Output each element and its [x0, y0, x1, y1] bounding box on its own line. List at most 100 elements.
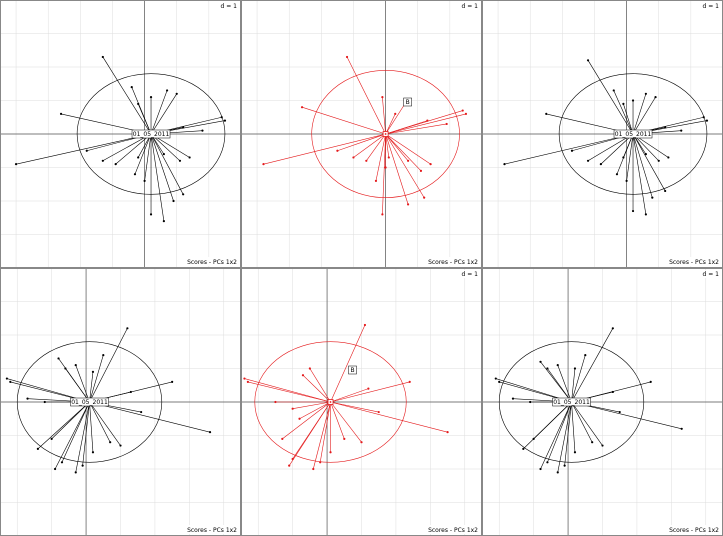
score-ray — [16, 133, 152, 165]
score-point — [312, 467, 315, 471]
score-point — [172, 199, 175, 203]
score-ray — [571, 401, 603, 446]
panel-top-left: 01_05_2011 d = 1 Scores - PCs 1x2 — [0, 0, 241, 268]
score-ray — [540, 401, 572, 470]
score-ray — [309, 368, 331, 403]
score-point — [188, 156, 191, 159]
score-point — [81, 464, 84, 467]
score-point — [201, 129, 204, 132]
score-point — [130, 86, 133, 89]
score-ray — [102, 56, 152, 135]
score-point — [162, 220, 165, 223]
score-ray — [385, 133, 425, 198]
center-dot — [384, 133, 387, 135]
score-ray — [616, 133, 634, 175]
score-point — [654, 96, 657, 99]
d-label: d = 1 — [462, 3, 479, 10]
score-point — [365, 159, 368, 162]
score-point — [53, 467, 57, 471]
score-point — [651, 196, 654, 199]
score-point — [319, 461, 322, 464]
score-ray — [385, 120, 428, 135]
score-ray — [54, 401, 90, 470]
score-point — [408, 380, 411, 383]
score-point — [586, 59, 590, 62]
score-point — [336, 149, 339, 152]
score-ray — [613, 90, 634, 135]
score-ray — [632, 96, 656, 135]
caption-bg — [667, 257, 721, 266]
score-point — [664, 126, 667, 129]
score-point — [503, 163, 506, 166]
score-point — [461, 109, 464, 112]
score-ray — [623, 103, 634, 135]
score-point — [446, 431, 449, 434]
center-dot — [329, 401, 332, 403]
score-point — [308, 367, 311, 370]
score-point — [329, 451, 332, 454]
score-ray — [632, 133, 647, 215]
score-point — [223, 119, 227, 122]
score-ray — [346, 56, 386, 135]
score-point — [445, 122, 448, 126]
score-ray — [540, 361, 572, 403]
panel-caption: Scores - PCs 1x2 — [428, 259, 478, 266]
score-ray — [301, 106, 386, 135]
score-ray — [385, 113, 467, 135]
score-ray — [353, 133, 386, 158]
score-ray — [89, 401, 121, 446]
score-ray — [75, 401, 90, 473]
score-point — [539, 360, 542, 363]
score-point — [680, 427, 683, 430]
score-point — [5, 377, 8, 380]
score-point — [464, 112, 468, 115]
score-point — [74, 471, 77, 474]
score-point — [545, 112, 548, 115]
score-point — [511, 397, 515, 400]
score-ray — [263, 133, 386, 165]
score-ray — [571, 328, 614, 403]
scores-plot-svg: 01_05_2011 d = 1 Scores - PCs 1x2 — [482, 0, 723, 268]
score-ray — [337, 133, 386, 152]
score-point — [556, 364, 559, 367]
score-ray — [385, 133, 431, 165]
score-point — [91, 370, 95, 373]
score-point — [426, 119, 429, 122]
caption-bg — [185, 525, 239, 534]
d-label: d = 1 — [462, 271, 479, 278]
score-point — [631, 209, 635, 213]
score-point — [573, 451, 577, 454]
score-point — [165, 89, 169, 92]
score-point — [182, 193, 185, 196]
score-point — [288, 464, 291, 467]
score-point — [50, 437, 53, 440]
score-ray — [51, 401, 90, 440]
score-point — [584, 354, 587, 357]
score-point — [119, 444, 122, 447]
score-point — [220, 116, 223, 119]
score-ray — [632, 133, 666, 192]
score-ray — [150, 133, 184, 195]
score-point — [59, 112, 63, 115]
score-point — [36, 447, 39, 450]
score-point — [262, 163, 265, 166]
point-label: B — [351, 367, 355, 374]
score-point — [631, 99, 635, 102]
score-point — [298, 417, 301, 420]
caption-bg — [426, 525, 480, 534]
score-ray — [382, 97, 386, 135]
score-ray — [150, 133, 174, 202]
score-point — [137, 102, 140, 105]
score-ray — [89, 355, 104, 403]
score-ray — [375, 133, 386, 181]
score-point — [101, 55, 104, 59]
score-point — [387, 156, 390, 159]
score-point — [246, 380, 249, 383]
score-ray — [626, 133, 634, 181]
score-ray — [89, 401, 94, 453]
group-ellipse — [498, 341, 645, 463]
score-ray — [75, 365, 90, 403]
score-point — [91, 451, 95, 454]
score-point — [85, 149, 88, 152]
